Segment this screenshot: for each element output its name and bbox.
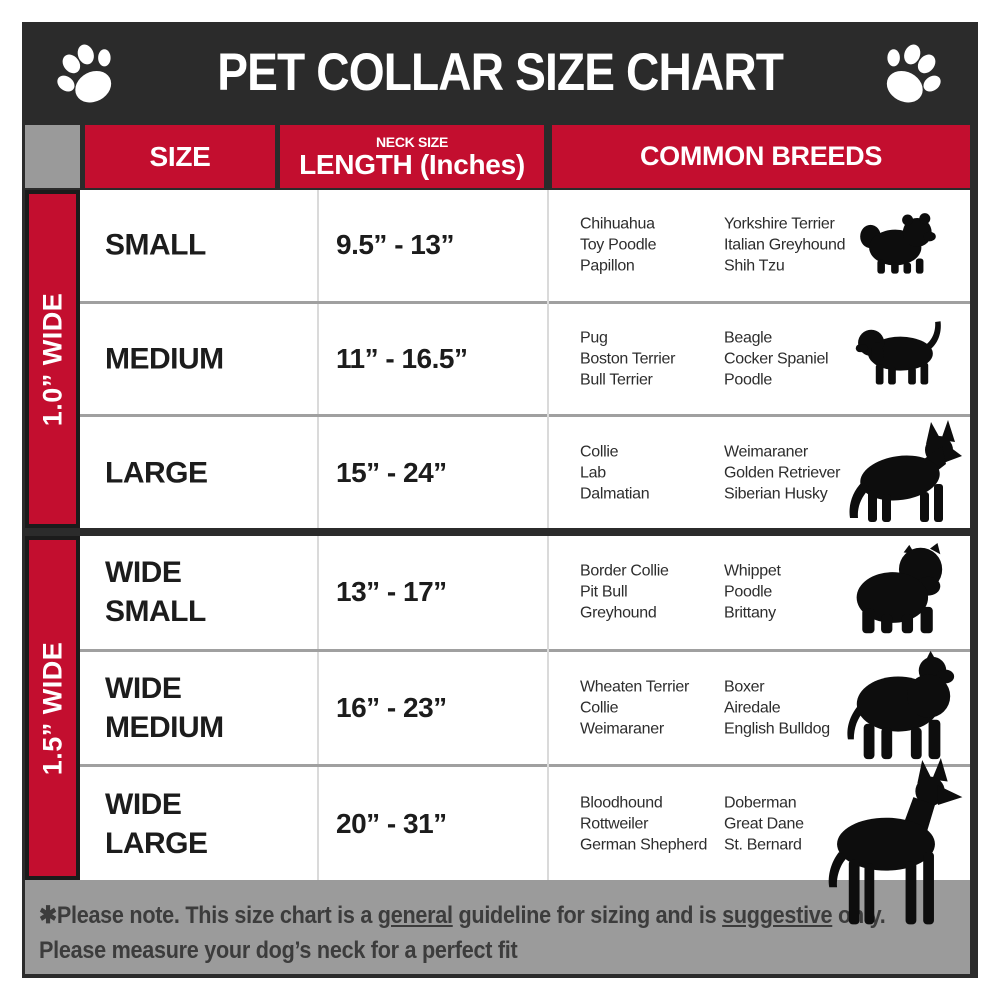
breeds-column-2: Beagle Cocker Spaniel Poodle (724, 329, 829, 389)
column-header-length: NECK SIZE LENGTH (Inches) (280, 125, 544, 188)
column-header-breeds: COMMON BREEDS (552, 125, 970, 188)
table-row-wide-large: WIDE LARGE 20” - 31” Bloodhound Rottweil… (80, 758, 970, 925)
breeds-list: Chihuahua Toy Poodle Papillon Yorkshire … (580, 214, 868, 277)
width-bar-1-5-inch: 1.5” WIDE (25, 536, 80, 880)
size-value: MEDIUM (105, 342, 224, 376)
breeds-column-1: Chihuahua Toy Poodle Papillon (580, 215, 657, 275)
table-row-medium: MEDIUM 11” - 16.5” Pug Boston Terrier Bu… (80, 300, 970, 415)
size-value: WIDE LARGE (105, 787, 208, 860)
table-row-wide-small: WIDE SMALL 13” - 17” Border Collie Pit B… (80, 536, 970, 649)
breeds-column-2: Doberman Great Dane St. Bernard (724, 794, 804, 854)
table-row-small: SMALL 9.5” - 13” Chihuahua Toy Poodle Pa… (80, 190, 970, 301)
breeds-list: Border Collie Pit Bull Greyhound Whippet… (580, 561, 868, 624)
beagle-dog-icon (844, 312, 960, 386)
length-value: 11” - 16.5” (336, 343, 468, 374)
pit-bull-dog-icon (844, 650, 962, 762)
breeds-column-1: Collie Lab Dalmatian (580, 443, 650, 503)
size-value: WIDE SMALL (105, 556, 206, 629)
width-bar-label: 1.0” WIDE (37, 292, 67, 426)
length-value: 16” - 23” (336, 692, 447, 723)
breeds-column-2: Boxer Airedale English Bulldog (724, 678, 830, 738)
size-value: SMALL (105, 228, 206, 262)
breeds-column-1: Border Collie Pit Bull Greyhound (580, 562, 669, 622)
column-header-size: SIZE (85, 125, 275, 188)
length-value: 9.5” - 13” (336, 229, 454, 261)
page-title: PET COLLAR SIZE CHART (217, 42, 784, 102)
footer-note-line-2: Please measure your dog’s neck for a per… (39, 937, 518, 964)
breeds-list: Collie Lab Dalmatian Weimaraner Golden R… (580, 441, 868, 504)
title-bar: PET COLLAR SIZE CHART (22, 22, 978, 122)
table-row-wide-medium: WIDE MEDIUM 16” - 23” Wheaten Terrier Co… (80, 648, 970, 765)
shih-tzu-dog-icon (856, 209, 940, 275)
breeds-column-1: Bloodhound Rottweiler German Shepherd (580, 794, 708, 854)
bulldog-dog-icon (850, 542, 946, 637)
breeds-column-2: Yorkshire Terrier Italian Greyhound Shih… (724, 215, 846, 275)
pet-collar-size-chart: PET COLLAR SIZE CHART SIZE NECK SIZE LEN… (22, 22, 978, 978)
size-value: LARGE (105, 456, 208, 490)
neck-size-label: NECK SIZE (376, 133, 448, 150)
breeds-column-1: Pug Boston Terrier Bull Terrier (580, 329, 676, 389)
section-1-inch: SMALL 9.5” - 13” Chihuahua Toy Poodle Pa… (80, 190, 970, 528)
underlined-word: general (377, 902, 453, 929)
length-value: 20” - 31” (336, 807, 447, 839)
footer-note-line-1: ✱Please note. This size chart is a gener… (39, 902, 886, 929)
width-bar-label: 1.5” WIDE (37, 641, 67, 775)
section-1-5-inch: WIDE SMALL 13” - 17” Border Collie Pit B… (80, 536, 970, 925)
table-row-large: LARGE 15” - 24” Collie Lab Dalmatian Wei… (80, 414, 970, 528)
german-shepherd-dog-icon (842, 420, 962, 524)
length-value: 15” - 24” (336, 456, 447, 488)
width-bar-1-inch: 1.0” WIDE (25, 190, 80, 528)
doberman-dog-icon (806, 758, 966, 944)
length-value: 13” - 17” (336, 576, 447, 608)
breeds-list: Bloodhound Rottweiler German Shepherd Do… (580, 792, 868, 855)
breeds-list: Wheaten Terrier Collie Weimaraner Boxer … (580, 677, 868, 740)
paw-icon (872, 36, 950, 112)
footer-note: ✱Please note. This size chart is a gener… (25, 880, 970, 974)
length-label: LENGTH (Inches) (299, 148, 525, 180)
paw-icon (48, 36, 126, 112)
breeds-column-2: Whippet Poodle Brittany (724, 562, 781, 622)
breeds-list: Pug Boston Terrier Bull Terrier Beagle C… (580, 328, 868, 391)
breeds-column-2: Weimaraner Golden Retriever Siberian Hus… (724, 443, 841, 503)
size-value: WIDE MEDIUM (105, 672, 224, 744)
corner-cell (25, 125, 80, 188)
breeds-column-1: Wheaten Terrier Collie Weimaraner (580, 678, 690, 738)
underlined-word: suggestive (722, 902, 833, 929)
